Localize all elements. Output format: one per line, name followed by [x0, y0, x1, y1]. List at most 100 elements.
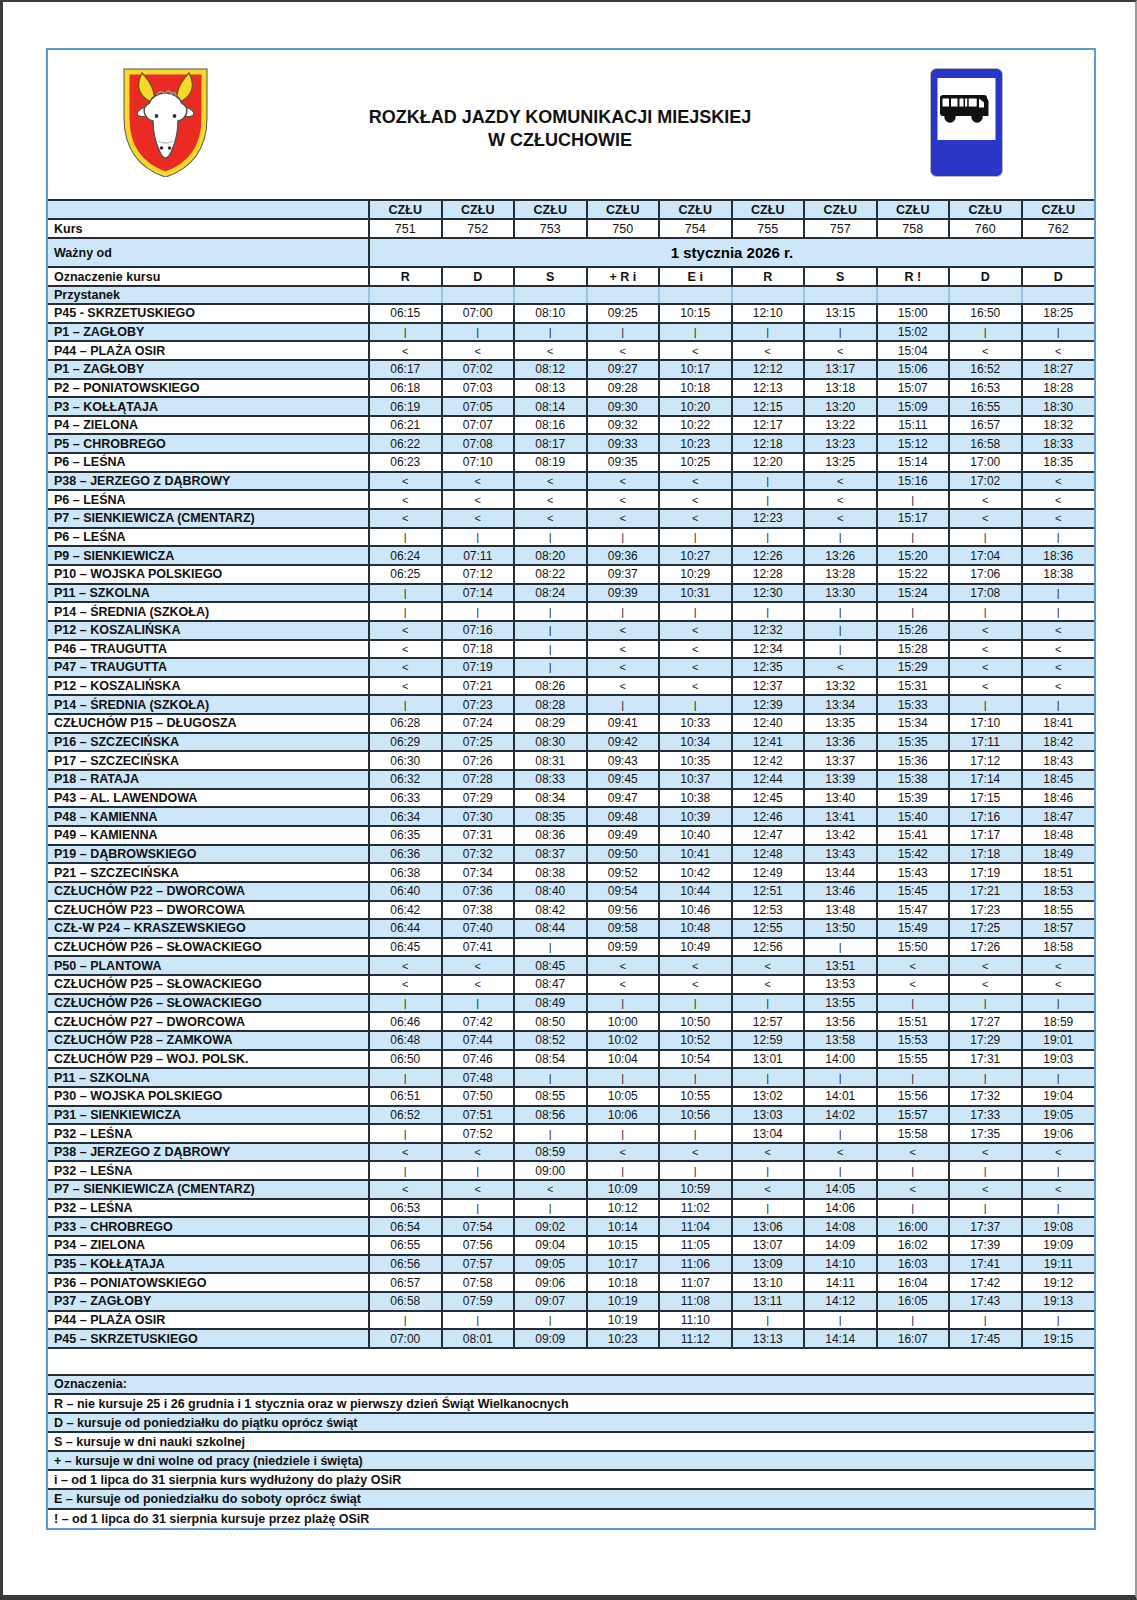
time-cell: 12:44	[732, 770, 805, 789]
time-cell: 17:45	[949, 1329, 1022, 1348]
table-row: P38 – JERZEGO Z DĄBROWY<<<<<|<15:1617:02…	[48, 472, 1094, 491]
table-row: P44 – PLAŻA OSIR<<<<<<<15:04<<	[48, 341, 1094, 360]
time-cell: 10:17	[659, 360, 732, 379]
time-cell: 06:58	[369, 1292, 442, 1311]
time-cell: 13:06	[732, 1217, 805, 1236]
time-cell: <	[659, 640, 732, 659]
time-cell: 10:33	[659, 714, 732, 733]
designation-cell: E i	[659, 267, 732, 286]
table-row: P36 – PONIATOWSKIEGO06:5707:5809:0610:18…	[48, 1273, 1094, 1292]
time-cell: 13:53	[804, 975, 877, 994]
time-cell: 18:48	[1022, 826, 1095, 845]
time-cell: 13:17	[804, 360, 877, 379]
table-row: P33 – CHROBREGO06:5407:5409:0210:1411:04…	[48, 1217, 1094, 1236]
time-cell: 18:28	[1022, 379, 1095, 398]
time-cell: 11:08	[659, 1292, 732, 1311]
time-cell: <	[369, 341, 442, 360]
time-cell: 15:29	[877, 658, 950, 677]
designation-cell: R !	[877, 267, 950, 286]
stop-name: P12 – KOSZALIŃSKA	[48, 621, 369, 640]
time-cell: 17:29	[949, 1031, 1022, 1050]
stop-name: P45 – SKRZETUSKIEGO	[48, 1329, 369, 1348]
stop-name: P21 – SZCZECIŃSKA	[48, 863, 369, 882]
time-cell: 06:28	[369, 714, 442, 733]
time-cell: <	[877, 956, 950, 975]
time-cell: |	[1022, 528, 1095, 547]
stop-header-empty-cell	[732, 286, 805, 304]
table-row: P16 – SZCZECIŃSKA06:2907:2508:3009:4210:…	[48, 733, 1094, 752]
table-row: P19 – DĄBROWSKIEGO06:3607:3208:3709:5010…	[48, 845, 1094, 864]
time-cell: 17:32	[949, 1087, 1022, 1106]
time-cell: 17:14	[949, 770, 1022, 789]
time-cell: |	[514, 1124, 587, 1143]
time-cell: 10:50	[659, 1012, 732, 1031]
valid-from-label: Ważny od	[48, 238, 369, 267]
time-cell: <	[804, 1143, 877, 1162]
time-cell: 13:01	[732, 1050, 805, 1069]
time-cell: <	[1022, 956, 1095, 975]
time-cell: 06:40	[369, 882, 442, 901]
time-cell: <	[659, 677, 732, 696]
time-cell: <	[587, 677, 660, 696]
time-cell: 13:02	[732, 1087, 805, 1106]
legend-item: E – kursuje od poniedziałku do soboty op…	[48, 1489, 1094, 1508]
stop-name: P6 – LEŚNA	[48, 453, 369, 472]
time-cell: 18:33	[1022, 434, 1095, 453]
kurs-number: 751	[369, 219, 442, 238]
time-cell: 13:20	[804, 397, 877, 416]
time-cell: |	[1022, 1068, 1095, 1087]
time-cell: <	[659, 509, 732, 528]
time-cell: 15:16	[877, 472, 950, 491]
time-cell: 18:30	[1022, 397, 1095, 416]
time-cell: |	[804, 602, 877, 621]
time-cell: 08:34	[514, 789, 587, 808]
legend-item: S – kursuje w dni nauki szkolnej	[48, 1432, 1094, 1451]
time-cell: 12:49	[732, 863, 805, 882]
time-cell: 08:49	[514, 994, 587, 1013]
time-cell: 09:28	[587, 379, 660, 398]
time-cell: 14:14	[804, 1329, 877, 1348]
time-cell: |	[804, 621, 877, 640]
time-cell: |	[587, 695, 660, 714]
table-row: P6 – LEŚNA||||||||||	[48, 528, 1094, 547]
time-cell: <	[369, 472, 442, 491]
time-cell: <	[949, 1180, 1022, 1199]
time-cell: 11:02	[659, 1199, 732, 1218]
table-row: CZŁ-W P24 – KRASZEWSKIEGO06:4407:4008:44…	[48, 919, 1094, 938]
time-cell: 12:32	[732, 621, 805, 640]
time-cell: 08:22	[514, 565, 587, 584]
time-cell: 10:52	[659, 1031, 732, 1050]
time-cell: 18:27	[1022, 360, 1095, 379]
time-cell: |	[514, 640, 587, 659]
time-cell: 17:11	[949, 733, 1022, 752]
time-cell: |	[732, 472, 805, 491]
time-cell: 09:33	[587, 434, 660, 453]
time-cell: 12:12	[732, 360, 805, 379]
time-cell: 08:14	[514, 397, 587, 416]
time-cell: 06:29	[369, 733, 442, 752]
time-cell: 12:45	[732, 789, 805, 808]
time-cell: 07:46	[442, 1050, 515, 1069]
time-cell: 17:21	[949, 882, 1022, 901]
kurs-number: 752	[442, 219, 515, 238]
time-cell: 10:14	[587, 1217, 660, 1236]
stop-name: P14 – ŚREDNIA (SZKOŁA)	[48, 602, 369, 621]
time-cell: 18:59	[1022, 1012, 1095, 1031]
time-cell: 08:33	[514, 770, 587, 789]
time-cell: |	[659, 1124, 732, 1143]
time-cell: 10:39	[659, 807, 732, 826]
time-cell: 12:39	[732, 695, 805, 714]
designation-cell: D	[442, 267, 515, 286]
designation-cell: R	[369, 267, 442, 286]
time-cell: 16:58	[949, 434, 1022, 453]
time-cell: 19:09	[1022, 1236, 1095, 1255]
time-cell: 08:36	[514, 826, 587, 845]
time-cell: 10:37	[659, 770, 732, 789]
time-cell: 17:41	[949, 1255, 1022, 1274]
time-cell: 06:56	[369, 1255, 442, 1274]
time-cell: 10:38	[659, 789, 732, 808]
time-cell: 10:15	[587, 1236, 660, 1255]
time-cell: 13:48	[804, 901, 877, 920]
time-cell: 12:41	[732, 733, 805, 752]
designation-cell: D	[1022, 267, 1095, 286]
